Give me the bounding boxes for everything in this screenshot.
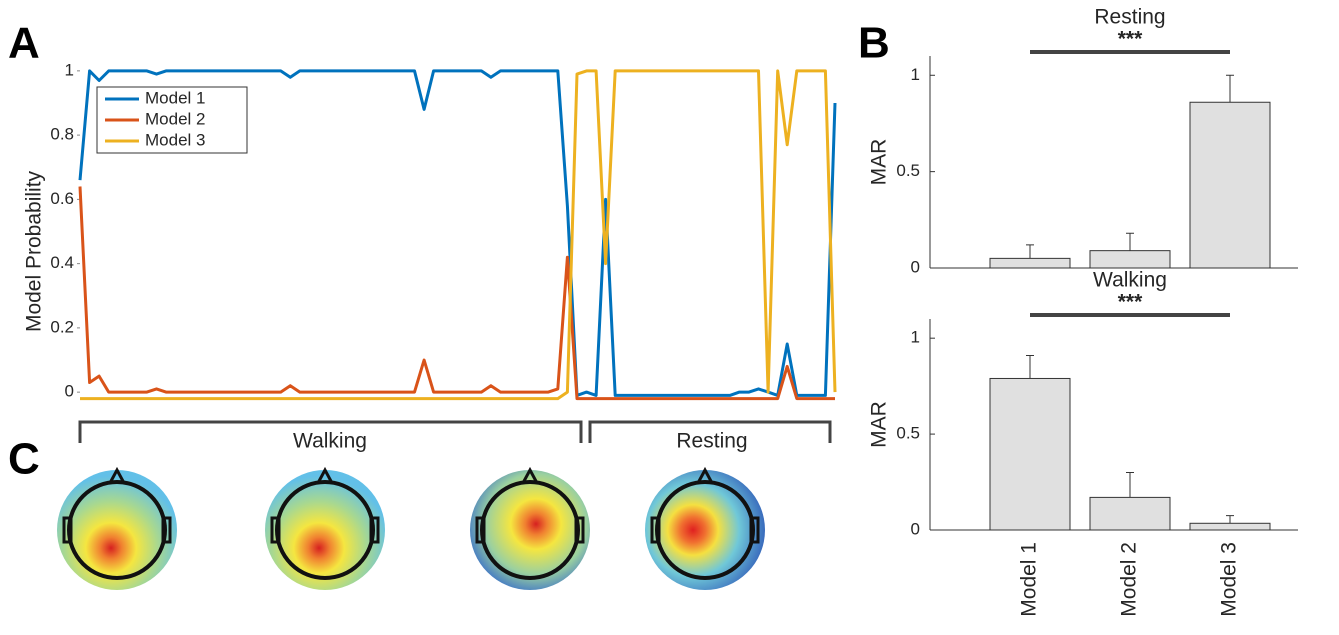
- series-line: [78, 69, 837, 397]
- chart-title: Resting: [1094, 6, 1165, 29]
- x-tick-label: Model 1: [1018, 542, 1041, 617]
- y-axis-label: Model Probability: [23, 170, 46, 332]
- error-bar: [1126, 471, 1134, 498]
- y-tick-label: 0.6: [50, 189, 74, 208]
- series-line: [78, 186, 835, 401]
- panel-label: A: [8, 19, 40, 68]
- bracket: [78, 420, 583, 443]
- topo-map: [57, 466, 177, 590]
- segment-label: Walking: [293, 430, 367, 453]
- y-tick-label: 0.5: [896, 424, 920, 443]
- bar: [1089, 250, 1171, 269]
- y-tick-label: 0.4: [50, 253, 74, 272]
- legend-label: Model 3: [145, 130, 205, 149]
- x-tick-label: Model 3: [1218, 542, 1241, 617]
- legend-label: Model 1: [145, 88, 205, 107]
- series-line: [80, 69, 837, 401]
- x-tick-label: Model 2: [1118, 542, 1141, 617]
- y-tick-label: 0: [65, 382, 74, 401]
- y-tick-label: 0.2: [50, 317, 74, 336]
- y-tick-label: 0.8: [50, 125, 74, 144]
- bracket: [588, 420, 832, 443]
- bar: [1189, 522, 1271, 531]
- topo-map: [645, 466, 765, 590]
- y-tick-label: 0.5: [896, 161, 920, 180]
- y-axis-label: MAR: [868, 401, 891, 448]
- error-bar: [1026, 244, 1034, 259]
- y-tick-label: 1: [911, 65, 920, 84]
- chart-title: Walking: [1093, 269, 1167, 292]
- y-tick-label: 0: [911, 257, 920, 276]
- bar: [1089, 496, 1171, 531]
- panel-label: B: [858, 19, 890, 68]
- y-tick-label: 1: [911, 328, 920, 347]
- significance-label: ***: [1118, 28, 1143, 51]
- y-tick-label: 1: [65, 60, 74, 79]
- legend-label: Model 2: [145, 109, 205, 128]
- y-axis-label: MAR: [868, 139, 891, 186]
- error-bar: [1126, 232, 1134, 251]
- panel-label: C: [8, 435, 40, 484]
- y-tick-label: 0: [911, 519, 920, 538]
- error-bar: [1026, 354, 1034, 379]
- bar: [989, 257, 1071, 269]
- topo-map: [470, 466, 590, 590]
- error-bar: [1226, 515, 1234, 524]
- bar: [989, 377, 1071, 531]
- segment-label: Resting: [676, 430, 747, 453]
- bar: [1189, 101, 1271, 269]
- error-bar: [1226, 74, 1234, 103]
- topo-map: [265, 466, 385, 590]
- topo-maps: [57, 466, 765, 590]
- significance-label: ***: [1118, 291, 1143, 314]
